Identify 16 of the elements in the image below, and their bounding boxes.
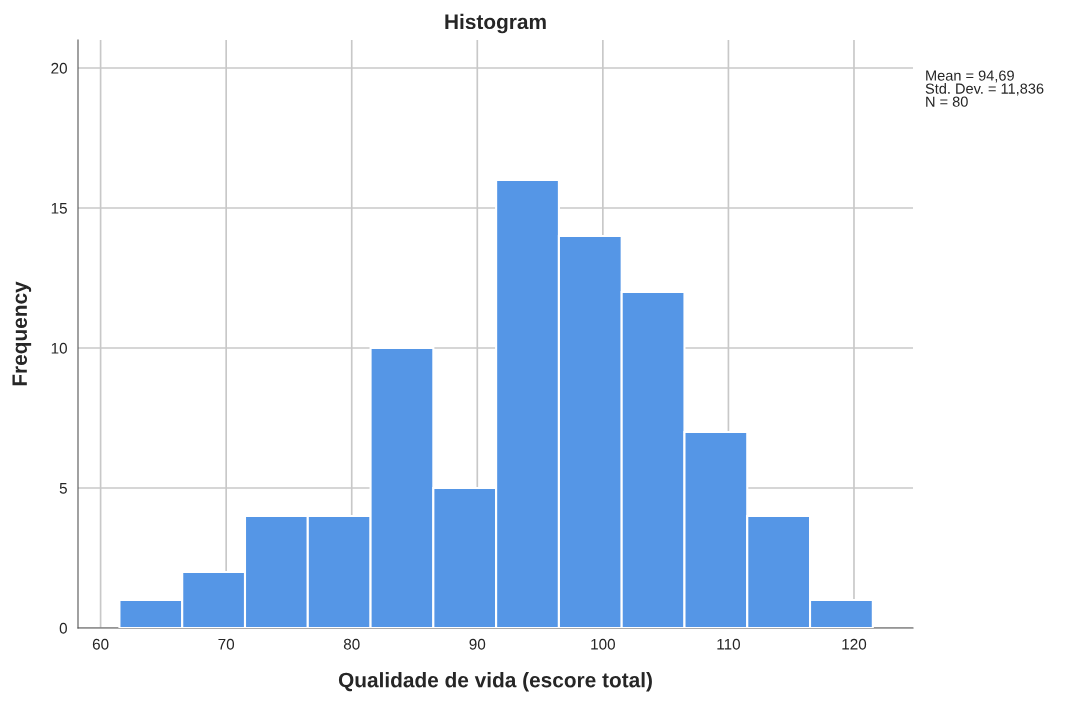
x-tick-label: 100 bbox=[591, 638, 616, 650]
x-tick-label: 110 bbox=[717, 638, 741, 650]
x-tick-label: 60 bbox=[92, 638, 109, 650]
y-axis-title: Frequency bbox=[12, 281, 32, 386]
y-tick-label: 15 bbox=[51, 203, 67, 214]
x-tick-label: 70 bbox=[218, 638, 235, 650]
y-tick-label: 10 bbox=[51, 342, 67, 354]
y-tick-label: 20 bbox=[51, 62, 67, 74]
y-tick-label: 0 bbox=[59, 622, 67, 634]
x-axis-title: Qualidade de vida (escore total) bbox=[338, 672, 652, 692]
y-tick-label: 5 bbox=[59, 483, 67, 494]
chart-title: Histogram bbox=[445, 13, 546, 34]
x-tick-label: 90 bbox=[469, 638, 486, 650]
x-tick-label: 120 bbox=[842, 638, 867, 650]
text: Mean = 94,69 Std. Dev. = 11,836 N = 80 bbox=[925, 70, 1044, 107]
x-tick-label: 80 bbox=[343, 638, 360, 650]
